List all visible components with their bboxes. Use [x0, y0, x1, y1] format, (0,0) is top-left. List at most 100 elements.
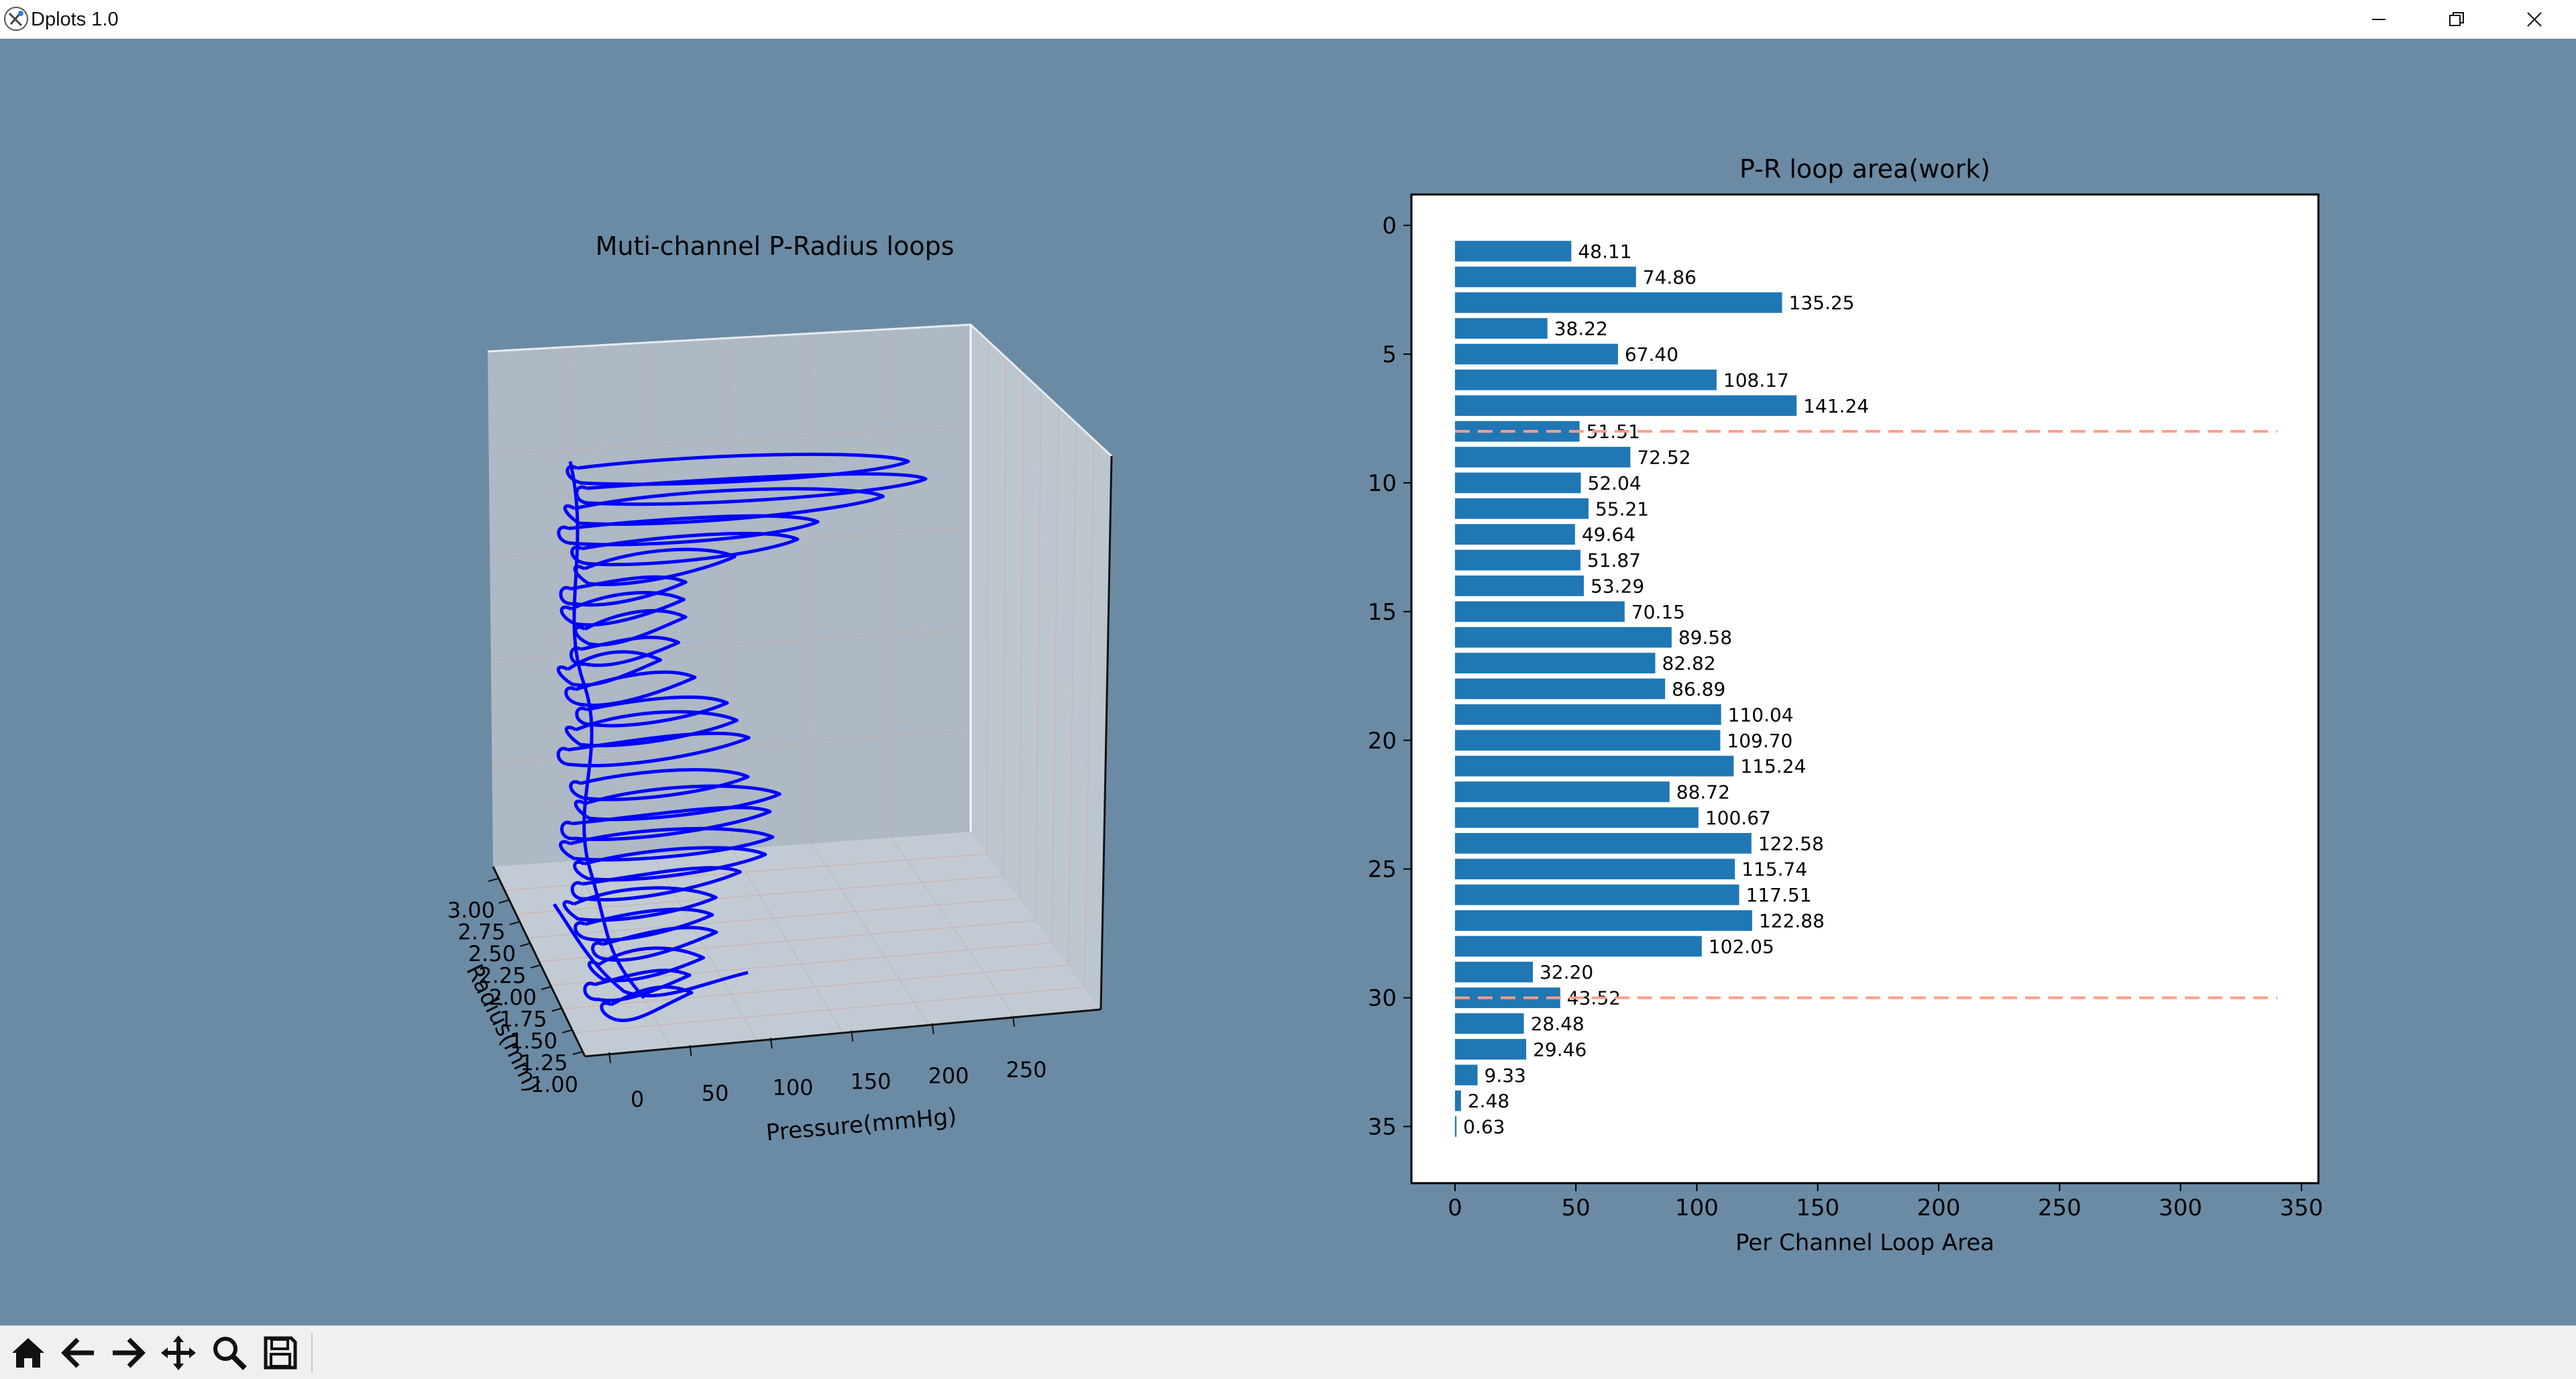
bar [1454, 884, 1739, 905]
bar-value-label: 135.25 [1789, 292, 1855, 314]
pr-loop [575, 695, 729, 728]
radius-tick-label: 1.00 [531, 1072, 578, 1097]
forward-button[interactable] [103, 1329, 152, 1377]
bar [1454, 936, 1702, 957]
grid-line [809, 333, 812, 844]
pressure-tick-label: 0 [631, 1087, 644, 1112]
figure-canvas[interactable]: 0 50 100 150 200 250 1.00 1.25 1.50 1.75 2.00 2.25 2… [0, 39, 2576, 1325]
bar-value-label: 110.04 [1728, 704, 1794, 726]
y-tick-label: 30 [1368, 985, 1397, 1012]
y-tick-label: 25 [1368, 857, 1397, 883]
bar [1454, 343, 1618, 365]
back-button[interactable] [55, 1329, 103, 1377]
bar-value-label: 29.46 [1533, 1038, 1587, 1060]
bar-value-label: 141.24 [1803, 395, 1869, 417]
pressure-tick-label: 250 [1006, 1057, 1046, 1083]
bar [1454, 807, 1699, 828]
bar [1454, 1013, 1524, 1034]
grid-line [516, 875, 1004, 915]
pressure-axis-label: Pressure(mmHg) [765, 1103, 958, 1147]
home-button[interactable] [4, 1329, 52, 1377]
bar-value-label: 89.58 [1678, 626, 1732, 649]
3d-grid [488, 329, 1095, 1049]
bar-value-label: 108.17 [1723, 369, 1789, 391]
bar [1454, 601, 1625, 622]
y-tick-label: 5 [1382, 341, 1397, 368]
bar [1454, 472, 1581, 494]
pan-icon [161, 1335, 196, 1370]
maximize-button[interactable] [2418, 0, 2496, 39]
bar-value-label: 38.22 [1554, 318, 1608, 340]
radius-tick-label: 1.75 [499, 1007, 547, 1032]
bar-value-label: 122.58 [1758, 832, 1824, 854]
bar [1454, 626, 1672, 648]
pr-loop [574, 609, 688, 647]
pr-loop [557, 514, 820, 547]
pressure-tick-label: 200 [928, 1063, 969, 1089]
close-button[interactable] [2496, 0, 2573, 39]
reference-lines [1454, 430, 2277, 999]
bar-value-label: 9.33 [1485, 1064, 1526, 1087]
pr-loop [559, 575, 688, 607]
pr-loop [564, 670, 697, 707]
x-tick-label: 150 [1796, 1195, 1839, 1221]
pressure-tick [851, 1030, 854, 1042]
radius-tick [572, 1051, 583, 1055]
grid-line [1019, 374, 1024, 899]
grid-line [1084, 439, 1095, 987]
3d-plot[interactable]: 0 50 100 150 200 2501.001.251.501.752.002.252… [447, 231, 1113, 1147]
pan-button[interactable] [154, 1329, 203, 1377]
bar-value-label: 122.88 [1759, 909, 1825, 932]
bar [1454, 498, 1589, 519]
zoom-button[interactable] [205, 1329, 254, 1377]
radius-tick [488, 878, 498, 882]
bar-value-label: 70.15 [1631, 601, 1685, 623]
pr-loop [600, 985, 694, 1022]
bar-value-label: 52.04 [1588, 472, 1642, 494]
bar-chart-xlabel: Per Channel Loop Area [1735, 1229, 1994, 1256]
bar-value-label: 48.11 [1578, 240, 1631, 262]
radius-tick-label: 3.00 [447, 897, 495, 923]
grid-line [488, 425, 971, 455]
radius-tick [530, 964, 541, 969]
radius-tick-label: 2.00 [489, 985, 537, 1010]
bar [1454, 318, 1548, 339]
bar [1454, 266, 1636, 288]
loop-spine [568, 461, 645, 999]
bar [1454, 781, 1670, 802]
radius-tick [541, 986, 551, 991]
bar [1454, 1090, 1461, 1111]
grid-line [490, 527, 971, 558]
pressure-tick [608, 1052, 611, 1064]
home-icon [12, 1338, 44, 1368]
left-plot-title: Muti-channel P-Radius loops [596, 231, 955, 261]
pressure-tick [689, 1045, 692, 1056]
radius-tick-label: 2.75 [458, 920, 505, 945]
bar [1454, 524, 1575, 545]
pr-loop [570, 866, 742, 901]
bar-value-label: 82.82 [1662, 653, 1715, 675]
bar-chart[interactable]: 48.1174.86135.2538.2267.40108.17141.2451… [1368, 154, 2323, 1256]
bar-value-label: 49.64 [1582, 524, 1635, 546]
radius-tick [519, 942, 530, 947]
grid-line [1035, 390, 1042, 921]
save-button[interactable] [256, 1329, 305, 1377]
bar-value-label: 100.67 [1705, 807, 1771, 829]
y-tick-label: 0 [1382, 213, 1397, 239]
bar-value-label: 0.63 [1463, 1116, 1505, 1138]
minimize-button[interactable] [2340, 0, 2418, 39]
x-tick-label: 300 [2159, 1195, 2202, 1221]
y-tick-label: 35 [1368, 1114, 1397, 1141]
bar-value-label: 115.74 [1741, 859, 1807, 881]
y-tick-label: 10 [1368, 470, 1397, 497]
x-tick-label: 50 [1562, 1195, 1591, 1221]
bar-value-label: 53.29 [1591, 575, 1644, 597]
grid-line [527, 897, 1020, 938]
bar [1454, 1116, 1457, 1137]
bar-value-label: 67.40 [1625, 343, 1678, 366]
x-tick-label: 0 [1448, 1195, 1462, 1221]
minimize-icon [2372, 19, 2385, 20]
pressure-tick-label: 100 [772, 1074, 813, 1100]
bar-value-label: 117.51 [1746, 884, 1812, 906]
bar [1454, 395, 1797, 417]
